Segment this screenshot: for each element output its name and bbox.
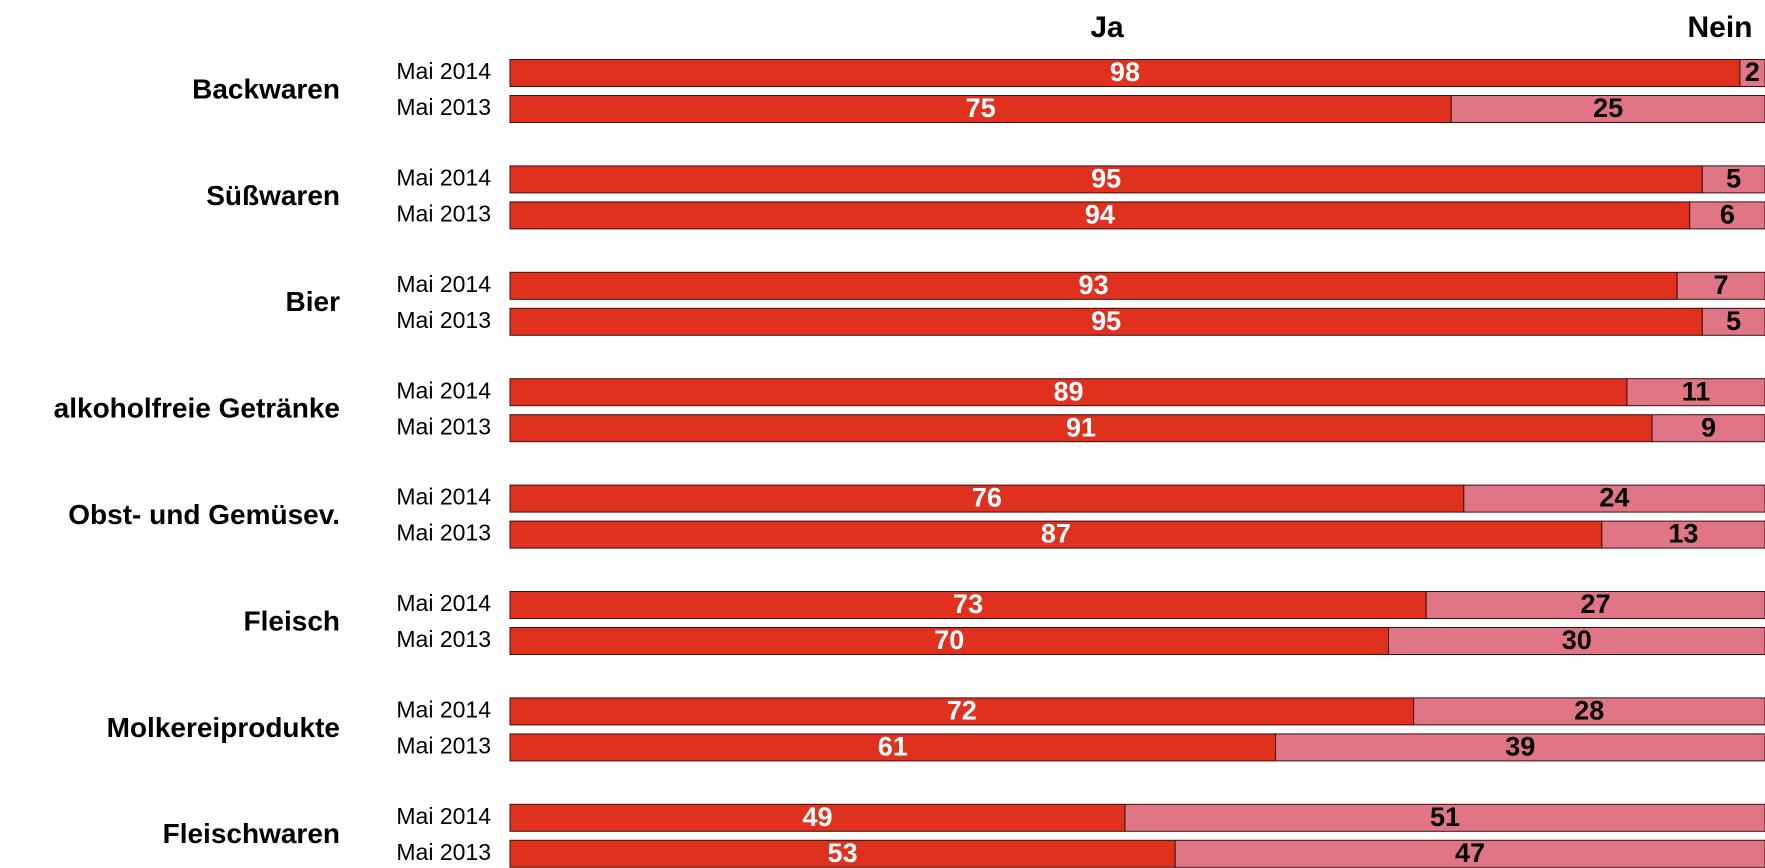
row-label: Mai 2013	[396, 94, 491, 120]
value-label: 7	[1714, 270, 1729, 300]
group-label: Backwaren	[192, 73, 340, 104]
value-label: 24	[1599, 483, 1629, 513]
row-label: Mai 2014	[396, 377, 491, 403]
value-label: 72	[947, 696, 977, 726]
row-label: Mai 2013	[396, 307, 491, 333]
bar-segment	[1425, 591, 1765, 619]
legend-label: Ja	[1090, 11, 1124, 44]
value-label: 25	[1593, 93, 1623, 123]
group-label: Bier	[286, 286, 341, 317]
group-label: alkoholfreie Getränke	[54, 393, 340, 424]
value-label: 5	[1726, 164, 1741, 194]
value-label: 49	[802, 802, 832, 832]
group-label: Fleischwaren	[163, 818, 340, 849]
bar-segment	[509, 378, 1628, 407]
value-label: 53	[828, 838, 858, 868]
value-label: 9	[1701, 412, 1716, 442]
bar-segment	[509, 271, 1678, 300]
bar-segment	[1676, 271, 1765, 300]
row-label: Mai 2014	[396, 58, 491, 84]
row-label: Mai 2013	[396, 626, 491, 652]
bar-segment	[509, 733, 1277, 762]
bar-segment	[1450, 95, 1765, 123]
value-label: 39	[1505, 732, 1535, 762]
bar-segment	[509, 591, 1427, 619]
value-label: 27	[1581, 589, 1611, 619]
value-label: 87	[1041, 519, 1071, 549]
bar-segment	[509, 59, 1741, 87]
group-label: Süßwaren	[206, 180, 340, 211]
legend-label: Nein	[1687, 11, 1752, 44]
row-label: Mai 2014	[396, 271, 491, 297]
bar-segment	[1651, 414, 1765, 443]
value-label: 76	[972, 483, 1002, 513]
row-label: Mai 2014	[396, 696, 491, 722]
group-label: Obst- und Gemüsev.	[68, 499, 340, 530]
bar-segment	[1174, 839, 1765, 868]
bar-segment	[1463, 484, 1765, 513]
value-label: 6	[1720, 200, 1735, 230]
value-label: 28	[1574, 696, 1604, 726]
value-label: 11	[1682, 376, 1711, 406]
bar-segment	[1701, 165, 1765, 194]
bar-segment	[509, 307, 1703, 336]
bar-segment	[1701, 307, 1765, 336]
value-label: 93	[1079, 270, 1109, 300]
bar-segment	[509, 95, 1452, 123]
row-label: Mai 2014	[396, 590, 491, 616]
value-label: 73	[953, 589, 983, 619]
value-label: 5	[1726, 306, 1741, 336]
bar-segment	[1388, 627, 1765, 655]
value-label: 13	[1668, 519, 1698, 549]
bar-segment	[509, 627, 1389, 655]
group-label: Fleisch	[244, 605, 340, 636]
value-label: 75	[966, 93, 996, 123]
row-label: Mai 2014	[396, 484, 491, 510]
row-label: Mai 2013	[396, 839, 491, 865]
row-label: Mai 2014	[396, 803, 491, 829]
bar-segment	[1739, 59, 1765, 87]
value-label: 30	[1562, 625, 1592, 655]
value-label: 47	[1455, 838, 1485, 868]
bar-segment	[1275, 733, 1765, 762]
value-label: 98	[1110, 57, 1140, 87]
bar-segment	[509, 414, 1653, 443]
bar-segment	[509, 803, 1126, 832]
value-label: 95	[1091, 306, 1121, 336]
bar-segment	[509, 520, 1603, 549]
value-label: 51	[1430, 802, 1460, 832]
row-label: Mai 2014	[396, 164, 491, 190]
bar-segment	[509, 201, 1691, 230]
row-label: Mai 2013	[396, 200, 491, 226]
group-label: Molkereiprodukte	[107, 712, 340, 743]
value-label: 2	[1745, 57, 1760, 87]
bar-segment	[1124, 803, 1765, 832]
bar-segment	[1689, 201, 1765, 230]
value-label: 89	[1053, 376, 1083, 406]
row-label: Mai 2013	[396, 520, 491, 546]
value-label: 94	[1085, 200, 1115, 230]
value-label: 70	[934, 625, 964, 655]
value-label: 61	[878, 732, 908, 762]
row-label: Mai 2013	[396, 413, 491, 439]
row-label: Mai 2013	[396, 732, 491, 758]
value-label: 91	[1066, 412, 1096, 442]
bar-segment	[509, 839, 1176, 868]
value-label: 95	[1091, 164, 1121, 194]
bar-segment	[509, 484, 1465, 513]
